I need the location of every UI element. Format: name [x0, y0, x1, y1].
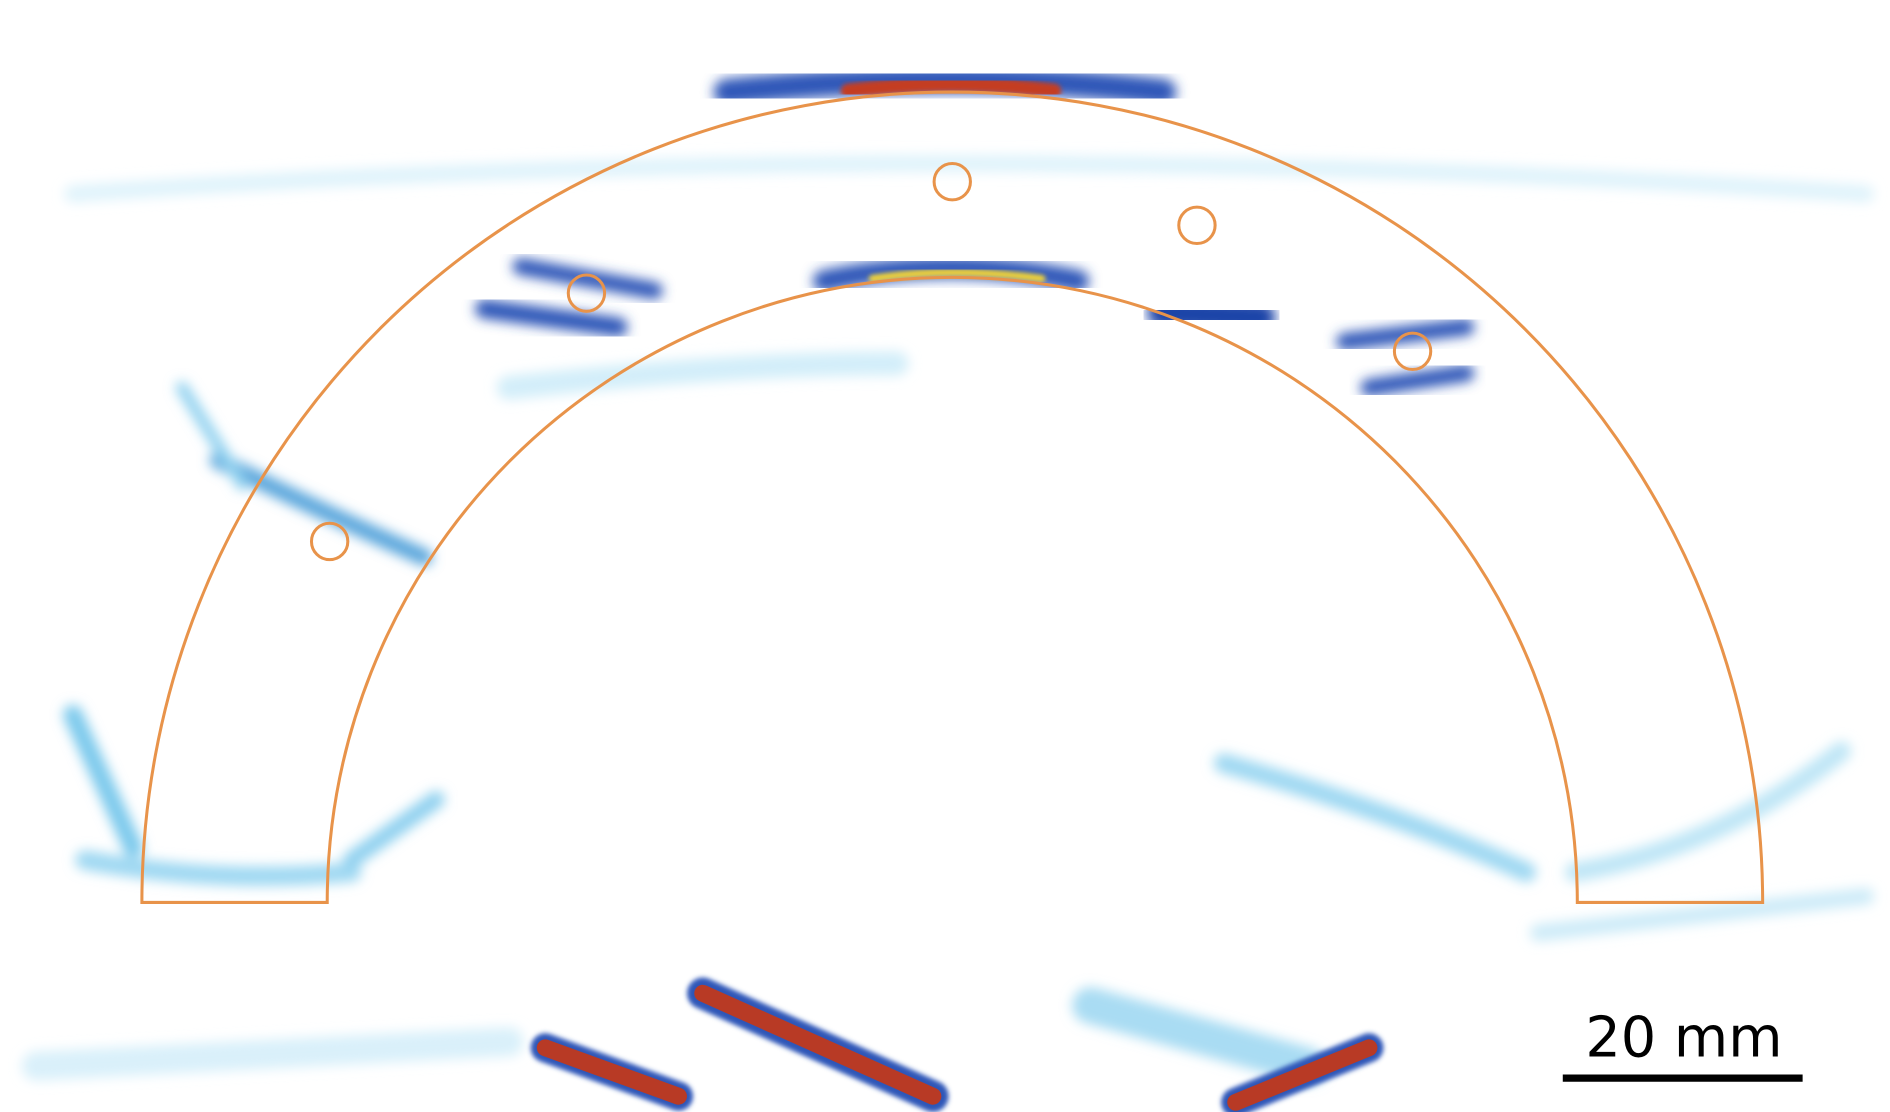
flaw-marker	[566, 273, 607, 313]
strong-reflections	[475, 66, 1475, 1112]
faint-reflections	[21, 155, 1875, 1085]
flaw-marker	[932, 162, 972, 202]
flaw-markers	[309, 162, 1433, 562]
annulus-outline	[140, 90, 1765, 904]
flaw-marker	[309, 521, 350, 562]
scale-bar-label: 20 mm	[1585, 1005, 1782, 1070]
flaw-marker	[1392, 331, 1433, 371]
flaw-marker	[1177, 205, 1217, 245]
